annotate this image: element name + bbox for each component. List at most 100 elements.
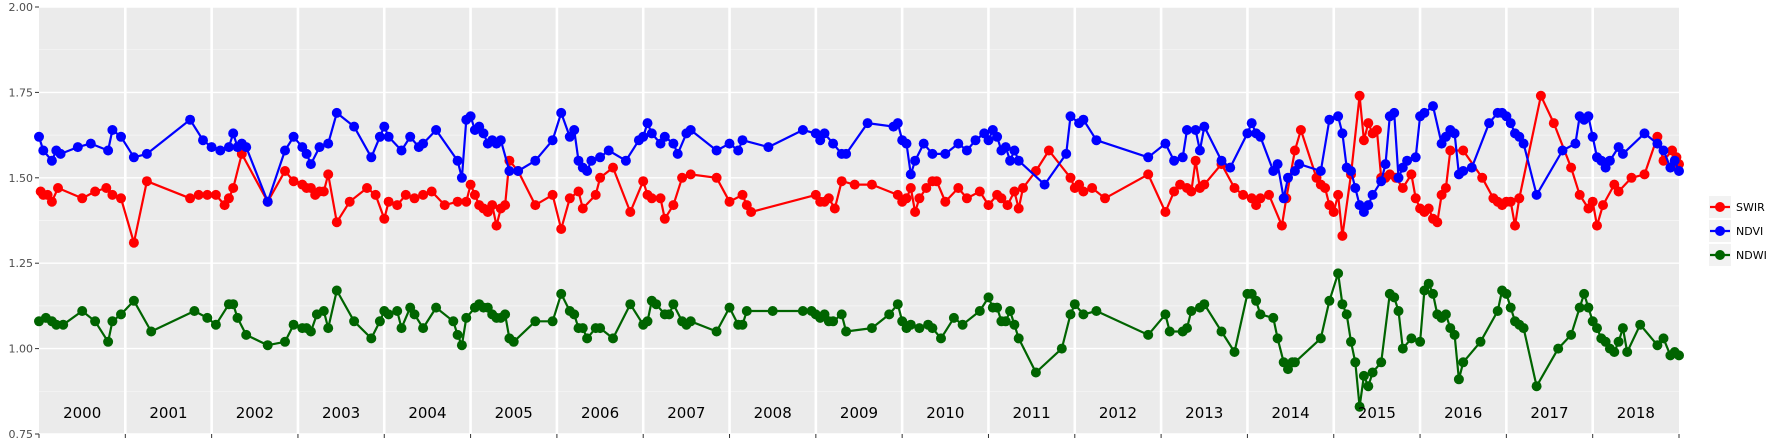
year-label: 2010 [926,404,964,422]
data-point-ndvi [452,155,463,166]
data-point-swir [362,183,372,193]
year-label: 2018 [1617,404,1655,422]
legend-label-ndvi: NDVI [1736,225,1763,238]
data-point-swir [931,176,942,187]
data-point-ndvi [1337,128,1348,139]
data-point-ndwi [1406,333,1417,344]
data-point-swir [1186,186,1197,197]
data-point-ndwi [1617,323,1628,334]
data-point-swir [1613,186,1624,197]
data-point-ndwi [1341,309,1352,320]
data-point-swir [1574,189,1585,200]
data-point-swir [141,176,152,187]
data-point-swir [1143,169,1154,180]
data-point-ndvi [638,131,649,142]
data-point-swir [1009,186,1020,197]
data-point-swir [573,186,584,197]
data-point-swir [1078,186,1089,197]
data-point-ndvi [1669,155,1680,166]
data-point-ndwi [1229,347,1240,357]
data-point-swir [737,189,748,200]
data-point-ndvi [595,152,606,163]
data-point-ndwi [1354,401,1365,412]
data-point-swir [202,189,213,200]
year-label: 2013 [1185,404,1223,422]
data-point-ndwi [1453,374,1464,385]
data-point-ndvi [1294,159,1305,170]
data-point-ndwi [582,333,593,344]
data-point-ndvi [961,145,972,156]
data-point-ndvi [1587,131,1598,142]
data-point-ndvi [983,135,994,146]
data-point-ndvi [1225,162,1236,173]
data-point-ndvi [1402,155,1413,166]
data-point-swir [452,196,463,207]
data-point-swir [829,203,840,214]
series-ndwi [34,268,1684,412]
data-point-ndvi [504,166,515,176]
data-point-swir [974,186,985,197]
data-point-ndwi [228,299,239,310]
data-point-ndwi [983,292,994,303]
data-point-swir [1354,90,1365,101]
data-point-ndvi [763,142,774,153]
data-point-ndwi [452,329,463,340]
data-point-swir [659,213,670,224]
data-point-ndwi [1324,295,1335,306]
data-point-ndwi [642,316,653,327]
data-point-ndvi [198,135,208,146]
data-point-ndvi [901,138,912,149]
data-point-swir [1514,193,1525,204]
data-point-ndwi [1363,381,1374,392]
data-point-ndvi [1531,189,1542,200]
data-point-swir [1626,172,1637,183]
data-point-ndwi [608,333,618,344]
data-point-swir [1018,183,1028,193]
data-point-swir [1410,193,1421,204]
data-point-swir [1587,196,1598,207]
data-point-ndvi [530,155,541,166]
data-point-swir [1264,189,1274,200]
y-tick-label: 0.75 [9,428,34,441]
data-point-ndwi [948,312,959,323]
data-point-ndwi [103,336,114,347]
legend-label-ndwi: NDWI [1736,249,1767,262]
data-point-ndvi [107,125,118,135]
data-point-ndvi [1039,179,1050,190]
data-point-ndwi [1393,306,1404,316]
data-point-ndwi [1199,299,1210,310]
data-point-ndwi [51,319,62,330]
data-point-swir [625,207,636,217]
data-point-ndwi [992,302,1003,313]
data-point-swir [370,189,381,200]
data-point-swir [469,189,480,200]
data-point-ndvi [797,125,808,135]
data-point-ndvi [646,128,657,139]
data-point-ndwi [974,306,985,316]
year-label: 2003 [322,404,360,422]
y-axis: 0.75 1.00 1.25 1.50 1.75 2.00 [9,1,39,441]
data-point-ndvi [586,155,597,166]
data-point-ndwi [866,323,877,334]
year-label: 2008 [754,404,792,422]
data-point-swir [866,179,877,190]
data-point-ndwi [884,309,895,320]
data-point-ndvi [1652,138,1663,149]
data-point-ndwi [448,316,459,327]
data-point-ndwi [1635,319,1646,330]
data-point-swir [910,207,921,217]
data-point-ndwi [1065,309,1076,320]
data-point-ndwi [595,323,606,334]
data-point-ndwi [1531,381,1542,392]
data-point-ndwi [1337,299,1348,310]
data-point-swir [1295,125,1306,135]
data-point-ndvi [620,155,631,166]
data-point-swir [1406,169,1417,180]
series-swir [35,90,1684,248]
data-point-ndvi [85,138,96,149]
legend-key-ndwi [1715,250,1725,260]
data-point-ndvi [940,148,951,159]
data-point-ndvi [1272,159,1283,170]
data-point-ndwi [625,299,636,310]
data-point-swir [331,217,342,228]
